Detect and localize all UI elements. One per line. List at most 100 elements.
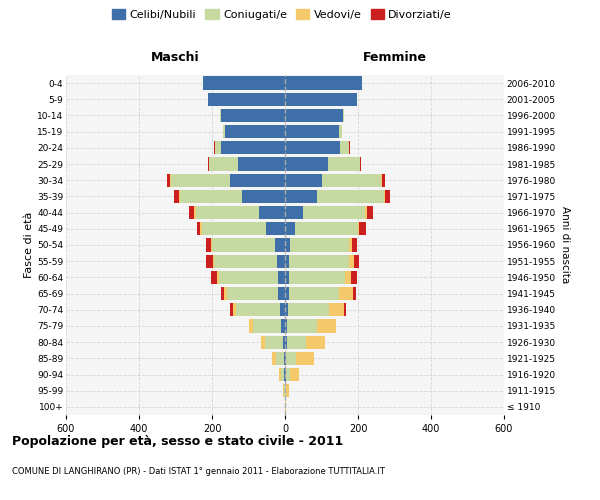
Bar — [367, 206, 373, 220]
Bar — [288, 303, 329, 316]
Bar — [213, 254, 214, 268]
Bar — [352, 238, 357, 252]
Bar — [285, 222, 295, 235]
Bar — [329, 303, 344, 316]
Legend: Celibi/Nubili, Coniugati/e, Vedovi/e, Divorziati/e: Celibi/Nubili, Coniugati/e, Vedovi/e, Di… — [107, 5, 457, 24]
Bar — [249, 320, 253, 332]
Bar — [225, 125, 285, 138]
Bar — [349, 254, 353, 268]
Bar — [221, 109, 285, 122]
Bar — [287, 320, 317, 332]
Bar — [233, 303, 236, 316]
Bar — [289, 270, 345, 284]
Bar — [285, 320, 287, 332]
Bar — [285, 109, 343, 122]
Bar — [277, 254, 285, 268]
Bar — [289, 287, 339, 300]
Bar — [317, 320, 336, 332]
Bar — [286, 368, 290, 381]
Bar — [283, 336, 285, 349]
Bar — [272, 352, 275, 365]
Bar — [358, 222, 359, 235]
Bar — [221, 287, 224, 300]
Bar — [286, 352, 296, 365]
Bar — [283, 384, 284, 398]
Bar — [171, 174, 230, 187]
Bar — [259, 206, 285, 220]
Bar — [275, 352, 284, 365]
Bar — [214, 254, 277, 268]
Bar — [322, 174, 382, 187]
Text: Maschi: Maschi — [151, 50, 200, 64]
Bar — [352, 270, 356, 284]
Bar — [220, 109, 221, 122]
Bar — [278, 270, 285, 284]
Bar — [345, 270, 352, 284]
Bar — [209, 158, 238, 170]
Text: Popolazione per età, sesso e stato civile - 2011: Popolazione per età, sesso e stato civil… — [12, 435, 343, 448]
Bar — [353, 287, 356, 300]
Bar — [285, 336, 287, 349]
Bar — [382, 174, 385, 187]
Bar — [261, 336, 265, 349]
Bar — [339, 125, 342, 138]
Bar — [286, 384, 289, 398]
Bar — [242, 190, 285, 203]
Bar — [280, 303, 285, 316]
Bar — [202, 222, 266, 235]
Bar — [287, 336, 306, 349]
Bar — [295, 222, 358, 235]
Bar — [197, 222, 200, 235]
Bar — [383, 190, 385, 203]
Bar — [339, 287, 353, 300]
Bar — [340, 141, 349, 154]
Bar — [317, 190, 383, 203]
Bar — [180, 190, 242, 203]
Bar — [194, 206, 196, 220]
Bar — [284, 352, 285, 365]
Bar — [211, 238, 212, 252]
Bar — [302, 206, 365, 220]
Bar — [359, 222, 366, 235]
Y-axis label: Anni di nascita: Anni di nascita — [560, 206, 570, 284]
Bar — [328, 158, 360, 170]
Bar — [285, 303, 288, 316]
Bar — [385, 190, 390, 203]
Bar — [343, 109, 344, 122]
Bar — [285, 254, 289, 268]
Bar — [196, 206, 259, 220]
Bar — [206, 238, 211, 252]
Bar — [227, 287, 278, 300]
Bar — [285, 92, 357, 106]
Bar — [208, 92, 285, 106]
Bar — [336, 320, 337, 332]
Bar — [349, 238, 352, 252]
Bar — [360, 158, 361, 170]
Bar — [265, 336, 283, 349]
Bar — [275, 238, 285, 252]
Bar — [353, 254, 359, 268]
Bar — [211, 270, 217, 284]
Bar — [281, 320, 285, 332]
Bar — [278, 287, 285, 300]
Bar — [175, 190, 179, 203]
Bar — [200, 222, 202, 235]
Bar — [285, 400, 286, 413]
Bar — [285, 190, 317, 203]
Bar — [279, 368, 281, 381]
Bar — [289, 254, 349, 268]
Bar — [365, 206, 367, 220]
Bar — [285, 174, 322, 187]
Bar — [253, 320, 281, 332]
Bar — [170, 174, 171, 187]
Text: Femmine: Femmine — [362, 50, 427, 64]
Bar — [281, 368, 284, 381]
Bar — [221, 141, 285, 154]
Bar — [349, 141, 350, 154]
Bar — [285, 287, 289, 300]
Bar — [215, 141, 221, 154]
Bar — [224, 287, 227, 300]
Bar — [189, 206, 194, 220]
Bar — [230, 303, 233, 316]
Text: COMUNE DI LANGHIRANO (PR) - Dati ISTAT 1° gennaio 2011 - Elaborazione TUTTITALIA: COMUNE DI LANGHIRANO (PR) - Dati ISTAT 1… — [12, 468, 385, 476]
